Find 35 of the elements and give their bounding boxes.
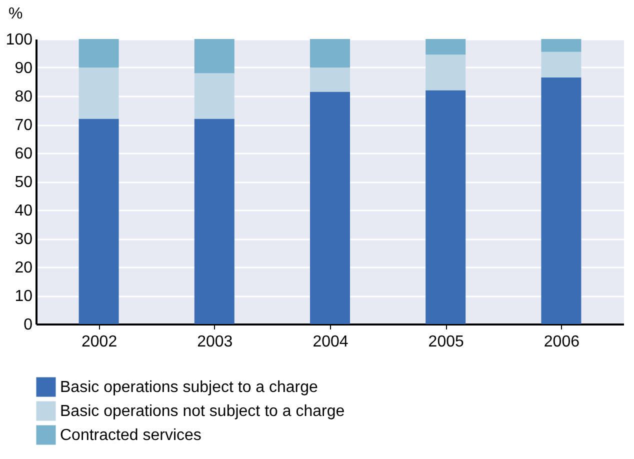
x-tick-label: 2002: [82, 334, 118, 350]
legend-label: Basic operations subject to a charge: [60, 379, 318, 396]
y-tick-label: 70: [14, 117, 33, 134]
x-tick-label: 2005: [428, 334, 464, 350]
bar: [78, 68, 119, 119]
y-tick-label: 0: [24, 316, 33, 334]
x-tick-label: 2006: [544, 334, 580, 350]
y-tick-label: 90: [14, 60, 33, 77]
y-tick-label: 60: [14, 146, 33, 162]
bar: [194, 73, 234, 119]
y-tick-label: 40: [14, 202, 33, 220]
y-tick-label: 10: [14, 288, 33, 305]
y-axis-title: %: [8, 6, 23, 22]
bar: [426, 90, 466, 324]
bar: [310, 68, 350, 92]
bar: [541, 39, 582, 52]
x-tick-label: 2003: [197, 334, 233, 350]
legend-label: Basic operations not subject to a charge: [60, 403, 345, 420]
y-tick-label: 50: [14, 174, 33, 191]
y-tick-label: 100: [6, 32, 33, 48]
x-tick-label: 2004: [312, 334, 348, 350]
bar: [426, 39, 466, 55]
bar: [194, 118, 234, 324]
bar: [426, 54, 466, 90]
bar: [310, 39, 350, 68]
bar: [194, 39, 234, 74]
legend-label: Contracted services: [60, 427, 202, 444]
bar: [541, 77, 582, 324]
bar: [78, 39, 119, 68]
bar: [78, 118, 119, 324]
y-tick-label: 80: [14, 88, 33, 106]
bar: [310, 92, 350, 324]
y-tick-label: 30: [14, 231, 33, 248]
y-tick-label: 20: [14, 260, 33, 276]
bar: [541, 52, 582, 78]
